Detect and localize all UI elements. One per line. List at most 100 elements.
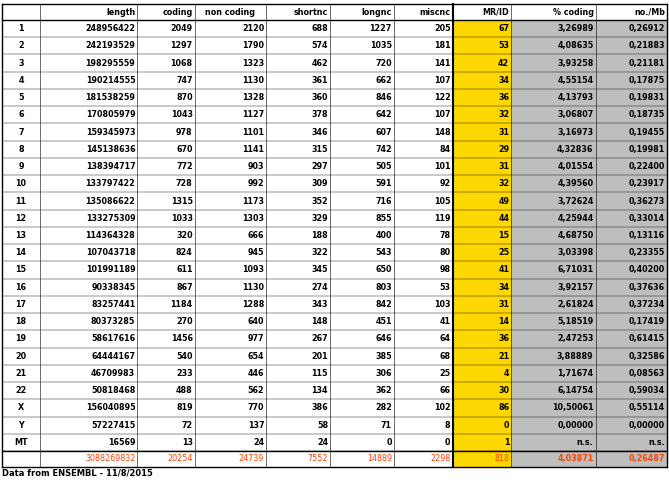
- Text: 306: 306: [375, 369, 392, 378]
- Text: 114364328: 114364328: [86, 231, 135, 240]
- Text: 742: 742: [375, 145, 392, 154]
- Text: 115: 115: [312, 369, 328, 378]
- Text: 270: 270: [176, 317, 193, 326]
- Bar: [452, 348, 511, 365]
- Text: 6,14754: 6,14754: [557, 386, 593, 395]
- Text: 98: 98: [440, 266, 450, 275]
- Bar: [2, 399, 452, 416]
- Text: 10,50061: 10,50061: [552, 403, 593, 412]
- Text: 3,72624: 3,72624: [557, 196, 593, 205]
- Text: 6,71031: 6,71031: [557, 266, 593, 275]
- Text: 14: 14: [15, 248, 27, 257]
- Text: 309: 309: [312, 179, 328, 188]
- Text: 32: 32: [498, 110, 509, 119]
- Text: 9: 9: [18, 162, 24, 171]
- Bar: [452, 434, 511, 451]
- Text: 855: 855: [375, 214, 392, 223]
- Bar: [452, 382, 511, 399]
- Text: 58617616: 58617616: [91, 335, 135, 344]
- Text: 574: 574: [312, 42, 328, 51]
- Text: 654: 654: [248, 352, 264, 361]
- Bar: [452, 399, 511, 416]
- Bar: [452, 72, 511, 89]
- Text: 870: 870: [176, 93, 193, 102]
- Text: 642: 642: [375, 110, 392, 119]
- Bar: [2, 209, 452, 227]
- Text: 770: 770: [248, 403, 264, 412]
- Text: 343: 343: [312, 300, 328, 309]
- Text: 0,00000: 0,00000: [629, 421, 665, 430]
- Text: 0,40200: 0,40200: [629, 266, 665, 275]
- Text: 0,17875: 0,17875: [629, 76, 665, 85]
- Text: 141: 141: [434, 59, 450, 68]
- Text: 135086622: 135086622: [86, 196, 135, 205]
- Text: 1033: 1033: [171, 214, 193, 223]
- Text: 728: 728: [176, 179, 193, 188]
- Bar: [511, 244, 667, 262]
- Bar: [2, 89, 452, 106]
- Text: Data from ENSEMBL - 11/8/2015: Data from ENSEMBL - 11/8/2015: [2, 469, 153, 478]
- Text: 903: 903: [248, 162, 264, 171]
- Text: 103: 103: [434, 300, 450, 309]
- Text: 42: 42: [498, 59, 509, 68]
- Text: 44: 44: [498, 214, 509, 223]
- Bar: [452, 89, 511, 106]
- Text: 772: 772: [176, 162, 193, 171]
- Text: 3,03398: 3,03398: [557, 248, 593, 257]
- Text: 0,55114: 0,55114: [629, 403, 665, 412]
- Bar: [452, 244, 511, 262]
- Bar: [511, 313, 667, 330]
- Text: 1130: 1130: [242, 283, 264, 292]
- Bar: [511, 175, 667, 192]
- Bar: [511, 399, 667, 416]
- Text: 361: 361: [312, 76, 328, 85]
- Text: 49: 49: [498, 196, 509, 205]
- Text: 0,36273: 0,36273: [629, 196, 665, 205]
- Text: 322: 322: [311, 248, 328, 257]
- Text: 71: 71: [381, 421, 392, 430]
- Bar: [452, 106, 511, 123]
- Text: 386: 386: [311, 403, 328, 412]
- Text: 1227: 1227: [369, 24, 392, 33]
- Text: 3088269832: 3088269832: [85, 454, 135, 463]
- Text: 4,25944: 4,25944: [557, 214, 593, 223]
- Text: 0,33014: 0,33014: [629, 214, 665, 223]
- Text: 1,71674: 1,71674: [557, 369, 593, 378]
- Text: 72: 72: [181, 421, 193, 430]
- Text: 0,21883: 0,21883: [628, 42, 665, 51]
- Text: 274: 274: [311, 283, 328, 292]
- Bar: [511, 296, 667, 313]
- Bar: [511, 416, 667, 434]
- Text: 133797422: 133797422: [86, 179, 135, 188]
- Text: 4: 4: [504, 369, 509, 378]
- Text: 607: 607: [375, 128, 392, 137]
- Text: 3,92157: 3,92157: [557, 283, 593, 292]
- Bar: [511, 158, 667, 175]
- Text: 0,19981: 0,19981: [629, 145, 665, 154]
- Text: 4,68750: 4,68750: [557, 231, 593, 240]
- Text: 137: 137: [248, 421, 264, 430]
- Text: 12: 12: [15, 214, 27, 223]
- Text: 4,13793: 4,13793: [557, 93, 593, 102]
- Bar: [511, 72, 667, 89]
- Text: 20: 20: [15, 352, 27, 361]
- Text: 4,08635: 4,08635: [557, 42, 593, 51]
- Text: 24: 24: [253, 438, 264, 447]
- Bar: [511, 209, 667, 227]
- Text: 2120: 2120: [242, 24, 264, 33]
- Text: 14889: 14889: [367, 454, 392, 463]
- Bar: [2, 348, 452, 365]
- Text: 3: 3: [18, 59, 24, 68]
- Text: 3,26989: 3,26989: [557, 24, 593, 33]
- Text: 84: 84: [440, 145, 450, 154]
- Text: 819: 819: [176, 403, 193, 412]
- Text: 842: 842: [375, 300, 392, 309]
- Text: 78: 78: [440, 231, 450, 240]
- Bar: [511, 365, 667, 382]
- Text: 867: 867: [176, 283, 193, 292]
- Text: 716: 716: [375, 196, 392, 205]
- Text: 1297: 1297: [171, 42, 193, 51]
- Text: 64: 64: [440, 335, 450, 344]
- Text: no./Mb: no./Mb: [634, 8, 665, 17]
- Bar: [511, 123, 667, 141]
